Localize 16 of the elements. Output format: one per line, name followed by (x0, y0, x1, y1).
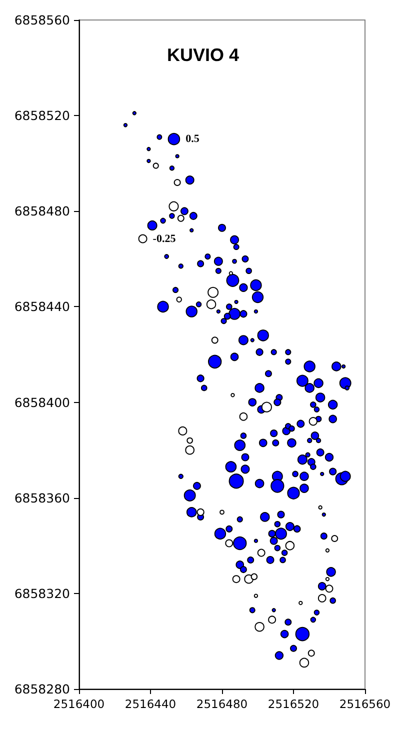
x-tick-label: 2516400 (53, 697, 105, 711)
y-tick-label: 6858400 (14, 394, 70, 410)
y-tick-label: 6858560 (14, 12, 70, 28)
y-tick-label: 6858280 (14, 682, 70, 696)
x-tick-label: 2516440 (124, 697, 176, 711)
legend-label: 0.5 (186, 133, 200, 146)
x-tick-label: 2516520 (268, 697, 320, 711)
y-tick-label: 6858320 (14, 586, 70, 601)
y-tick-label: 6858440 (14, 299, 70, 314)
x-tick-label: 2516480 (196, 697, 248, 711)
text: KUVIO 4 (167, 45, 240, 65)
y-tick-label: 6858480 (14, 204, 70, 219)
y-tick-label: 6858520 (14, 108, 70, 124)
legend-label: -0.25 (152, 232, 176, 245)
x-tick-label: 2516560 (339, 697, 391, 711)
y-tick-label: 6858360 (14, 490, 70, 506)
